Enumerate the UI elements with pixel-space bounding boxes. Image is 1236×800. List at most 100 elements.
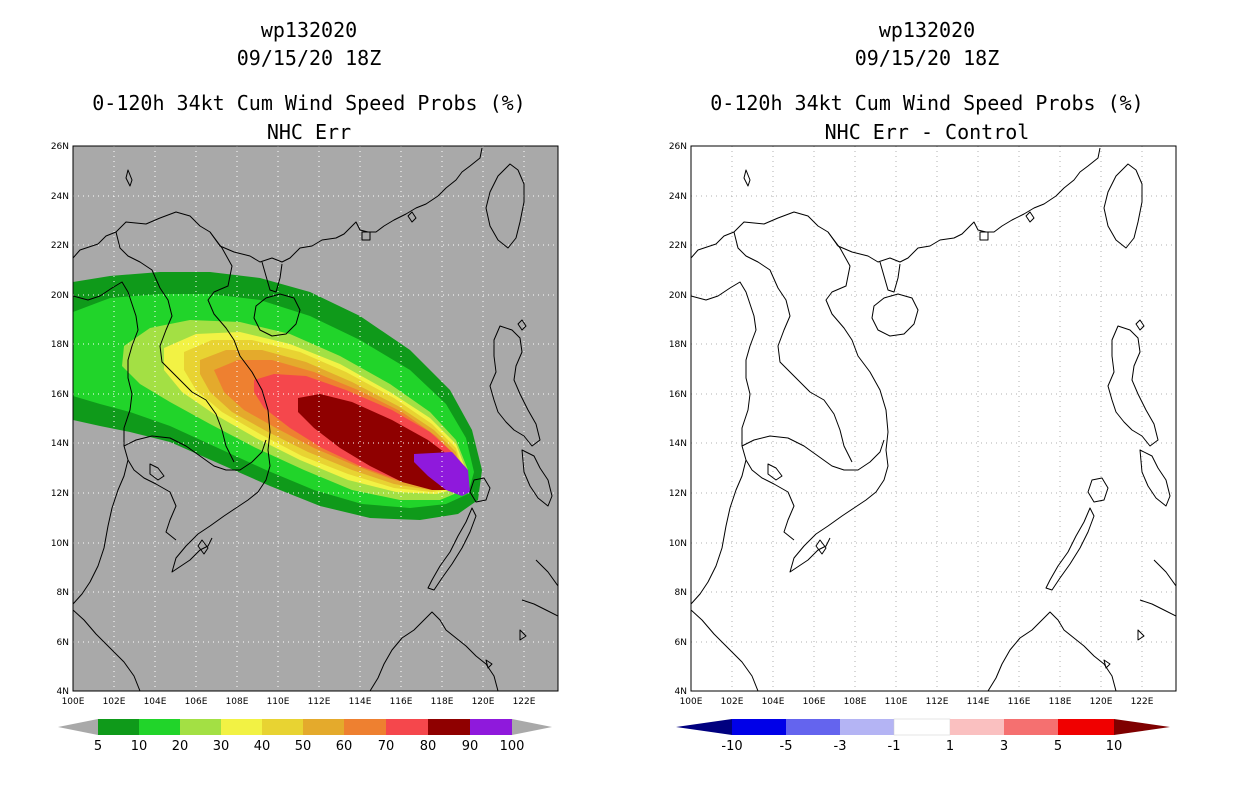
colorbar-label: 5 (94, 739, 102, 754)
colorbar-box (221, 719, 262, 735)
lon-label: 106E (803, 697, 826, 707)
graticule (691, 146, 1176, 691)
colorbar-box (428, 719, 470, 735)
lat-label: 20N (51, 291, 69, 301)
lat-label: 8N (675, 588, 687, 598)
colorbar-label: 50 (295, 739, 312, 754)
lat-label: 6N (57, 638, 69, 648)
colorbar-box (732, 719, 786, 735)
colorbar-underflow-arrow (58, 719, 98, 735)
lat-label: 20N (669, 291, 687, 301)
colorbar-label: 60 (336, 739, 353, 754)
colorbar-box (840, 719, 894, 735)
lat-labels: 26N 24N 22N 20N 18N 16N 14N 12N 10N 8N 6… (51, 142, 69, 697)
colorbar-label: 10 (1106, 739, 1123, 754)
lon-label: 112E (308, 697, 331, 707)
map-frame (690, 145, 1177, 692)
lon-label: 106E (185, 697, 208, 707)
lon-label: 122E (513, 697, 536, 707)
lat-label: 10N (51, 539, 69, 549)
lon-labels: 100E 102E 104E 106E 108E 110E 112E 114E … (62, 697, 536, 707)
colorbar-box (98, 719, 139, 735)
lat-label: 10N (669, 539, 687, 549)
date-time-title: 09/15/20 18Z (854, 46, 1000, 70)
lat-labels: 26N 24N 22N 20N 18N 16N 14N 12N 10N 8N 6… (669, 142, 687, 697)
date-time-title: 09/15/20 18Z (236, 46, 382, 70)
colorbar-label: 10 (131, 739, 148, 754)
lon-label: 120E (472, 697, 495, 707)
lon-labels: 100E 102E 104E 106E 108E 110E 112E 114E … (680, 697, 1154, 707)
colorbar-label: 90 (462, 739, 479, 754)
lat-label: 12N (51, 489, 69, 499)
lat-label: 14N (51, 439, 69, 449)
lat-label: 12N (669, 489, 687, 499)
map-background (691, 146, 1176, 691)
colorbar-box (1004, 719, 1058, 735)
difference-map: 26N 24N 22N 20N 18N 16N 14N 12N 10N 8N 6… (669, 142, 1177, 754)
colorbar-label: 5 (1054, 739, 1062, 754)
difference-colorbar: -10 -5 -3 -1 1 3 5 10 (676, 718, 1170, 754)
storm-id-title: wp132020 (878, 18, 976, 42)
lon-label: 104E (762, 697, 785, 707)
colorbar-box (262, 719, 303, 735)
lon-label: 118E (1049, 697, 1072, 707)
lat-label: 24N (51, 192, 69, 202)
subtitle: NHC Err - Control (824, 120, 1030, 144)
lon-label: 108E (844, 697, 867, 707)
probability-map: 26N 24N 22N 20N 18N 16N 14N 12N 10N 8N 6… (51, 142, 559, 754)
colorbar-overflow-arrow (512, 719, 552, 735)
lon-label: 110E (267, 697, 290, 707)
colorbar-box (344, 719, 386, 735)
lat-label: 22N (51, 241, 69, 251)
lat-label: 8N (57, 588, 69, 598)
lat-label: 14N (669, 439, 687, 449)
colorbar-label: 80 (420, 739, 437, 754)
colorbar-label: -3 (834, 739, 847, 754)
lat-label: 26N (669, 142, 687, 152)
colorbar-box (386, 719, 428, 735)
colorbar-label: 20 (172, 739, 189, 754)
colorbar-box (950, 719, 1004, 735)
lon-label: 110E (885, 697, 908, 707)
lon-label: 100E (62, 697, 85, 707)
colorbar-label: 3 (1000, 739, 1008, 754)
colorbar-label: -10 (721, 739, 742, 754)
colorbar-box (786, 719, 840, 735)
lon-label: 112E (926, 697, 949, 707)
lat-label: 24N (669, 192, 687, 202)
lat-label: 26N (51, 142, 69, 152)
colorbar-label: -1 (888, 739, 901, 754)
lat-label: 22N (669, 241, 687, 251)
contour-90 (414, 452, 470, 496)
colorbar-label: 100 (500, 739, 525, 754)
lon-label: 102E (103, 697, 126, 707)
colorbar-label: 70 (378, 739, 395, 754)
lon-label: 122E (1131, 697, 1154, 707)
lon-label: 116E (390, 697, 413, 707)
colorbar-label: 40 (254, 739, 271, 754)
storm-id-title: wp132020 (260, 18, 358, 42)
lon-label: 114E (349, 697, 372, 707)
colorbar-overflow-arrow (1114, 719, 1170, 735)
lon-label: 114E (967, 697, 990, 707)
lat-label: 6N (675, 638, 687, 648)
lat-label: 4N (675, 687, 687, 697)
lon-label: 118E (431, 697, 454, 707)
colorbar-box (180, 719, 221, 735)
colorbar-box (139, 719, 180, 735)
probability-panel: wp132020 09/15/20 18Z 0-120h 34kt Cum Wi… (51, 18, 559, 754)
product-title: 0-120h 34kt Cum Wind Speed Probs (%) (92, 91, 526, 115)
colorbar-box (470, 719, 512, 735)
subtitle: NHC Err (266, 120, 352, 144)
lat-label: 16N (669, 390, 687, 400)
colorbar-underflow-arrow (676, 719, 732, 735)
product-title: 0-120h 34kt Cum Wind Speed Probs (%) (710, 91, 1144, 115)
colorbar-label: -5 (780, 739, 793, 754)
colorbar-box (893, 718, 951, 736)
lon-label: 116E (1008, 697, 1031, 707)
lat-label: 4N (57, 687, 69, 697)
colorbar-label: 1 (946, 739, 954, 754)
colorbar-label: 30 (213, 739, 230, 754)
lon-label: 100E (680, 697, 703, 707)
lon-label: 120E (1090, 697, 1113, 707)
